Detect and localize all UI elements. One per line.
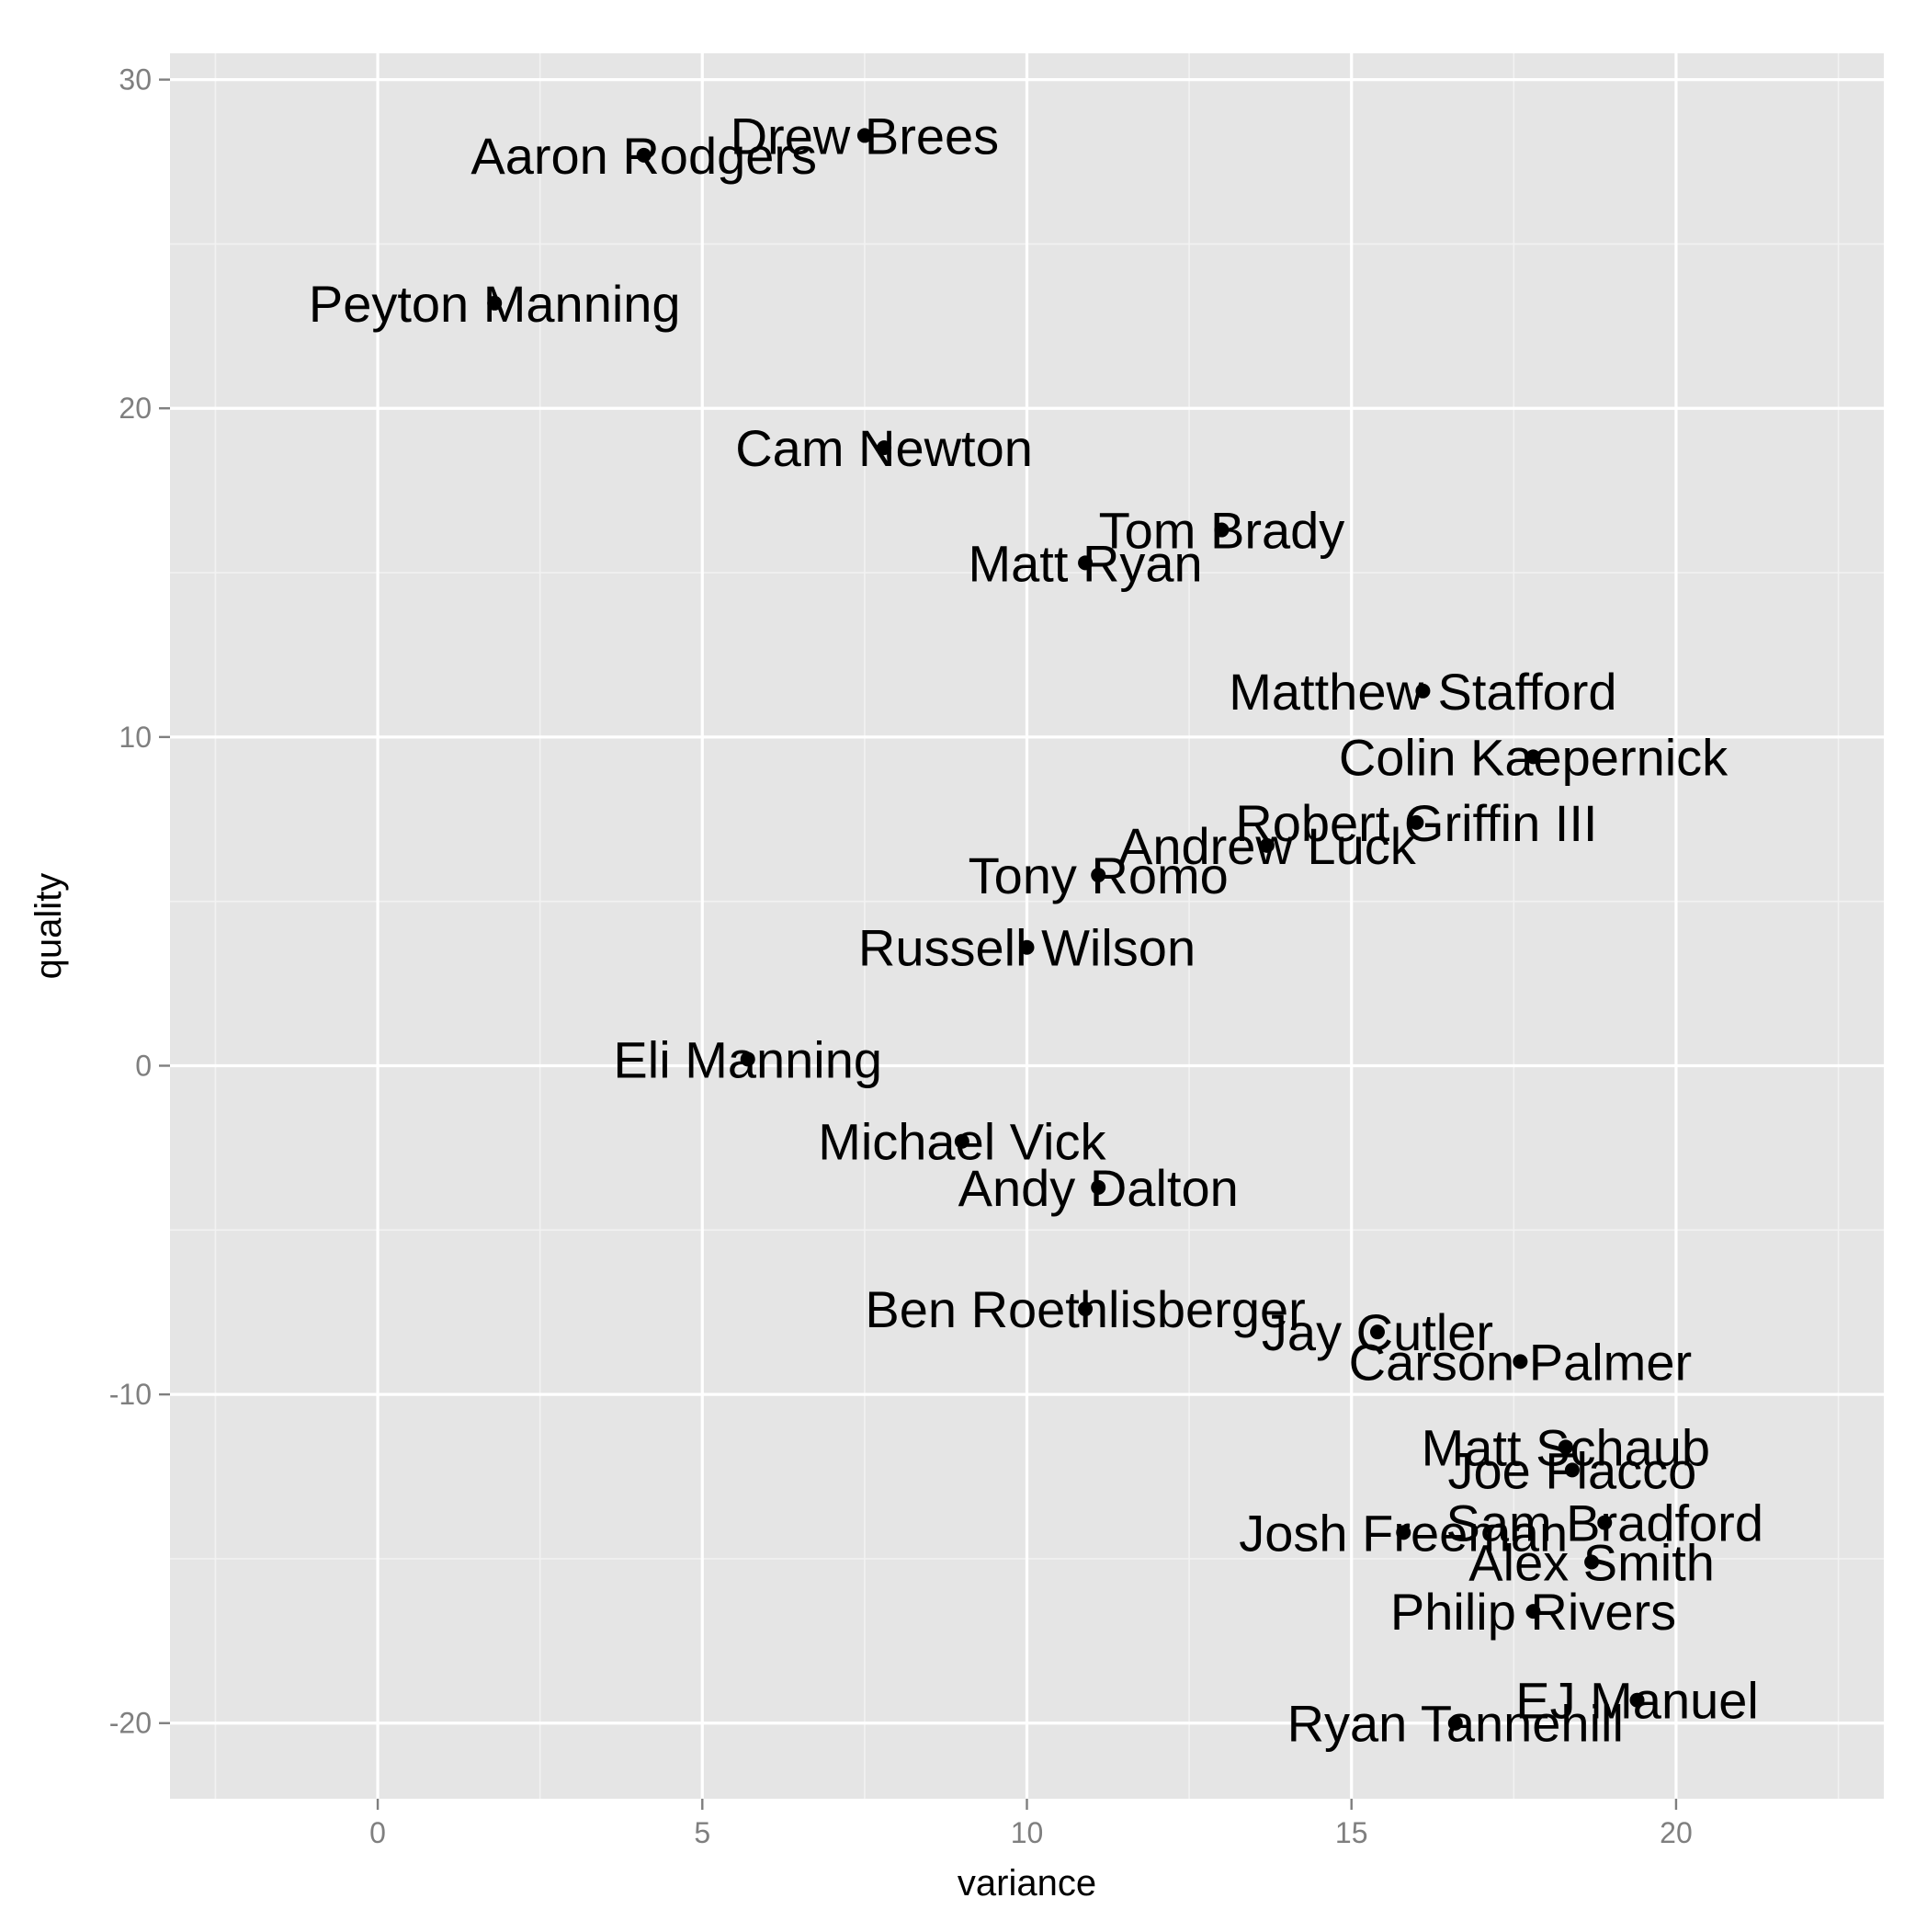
data-label: Joe Flacco	[1448, 1441, 1697, 1499]
data-point	[1513, 1354, 1528, 1369]
data-point	[856, 128, 872, 143]
data-label: Colin Kaepernick	[1339, 728, 1729, 786]
data-point	[1409, 814, 1424, 830]
data-point	[1091, 1179, 1106, 1195]
data-point	[1078, 555, 1094, 571]
axis-tick-labels: 0 5 10 15 20 -20 -10 0 10 20 30	[109, 63, 1693, 1849]
data-label: Michael Vick	[818, 1113, 1106, 1171]
data-point	[1259, 837, 1275, 853]
data-label: Drew Brees	[731, 107, 1000, 165]
data-point	[740, 1051, 755, 1067]
data-point	[1415, 683, 1431, 699]
data-label: Alex Smith	[1468, 1534, 1715, 1592]
data-label: Matthew Stafford	[1229, 663, 1616, 721]
data-point	[1597, 1515, 1613, 1530]
data-label: Ben Roethlisberger	[865, 1280, 1305, 1338]
data-label: Andrew Luck	[1118, 817, 1417, 875]
data-point	[1525, 749, 1541, 765]
data-label: Cam Newton	[735, 419, 1033, 477]
data-label: Matt Ryan	[968, 534, 1202, 592]
data-point	[954, 1133, 969, 1149]
data-label: Tom Brady	[1099, 502, 1345, 560]
data-label: Robert Griffin III	[1235, 794, 1597, 852]
data-label: Aaron Rodgers	[470, 127, 817, 185]
data-label: Jay Cutler	[1262, 1303, 1493, 1361]
data-label: Josh Freeman	[1239, 1504, 1568, 1562]
data-label: Peyton Manning	[309, 275, 681, 333]
data-point	[877, 440, 892, 456]
data-point	[1369, 1324, 1385, 1340]
y-tick-label: 0	[135, 1049, 152, 1082]
y-tick-label: -10	[109, 1378, 152, 1411]
data-point	[1447, 1715, 1463, 1731]
data-point	[1525, 1604, 1541, 1619]
data-label: Carson Palmer	[1349, 1333, 1692, 1391]
x-axis-title: variance	[958, 1863, 1096, 1904]
data-point	[636, 147, 652, 163]
y-tick-label: 10	[119, 721, 152, 754]
major-gridlines	[170, 53, 1884, 1799]
data-label: Tony Romo	[969, 847, 1229, 904]
data-label: Andy Dalton	[958, 1159, 1239, 1217]
data-label: Russell Wilson	[858, 919, 1196, 977]
y-tick-label: 30	[119, 63, 152, 97]
x-tick-label: 5	[694, 1816, 710, 1849]
data-point	[487, 295, 503, 311]
data-point	[1019, 939, 1035, 955]
y-axis-title: quality	[28, 873, 69, 980]
x-tick-label: 15	[1335, 1816, 1368, 1849]
data-point	[1091, 868, 1106, 883]
x-tick-label: 20	[1660, 1816, 1693, 1849]
data-point	[1558, 1439, 1573, 1455]
data-point	[1214, 522, 1230, 538]
y-tick-label: -20	[109, 1707, 152, 1740]
data-point	[1584, 1554, 1600, 1570]
data-label: Ryan Tannehill	[1287, 1695, 1624, 1753]
data-point	[1396, 1525, 1411, 1540]
data-points	[487, 128, 1645, 1731]
axis-ticks	[159, 78, 1678, 1810]
data-label: Sam Bradford	[1445, 1494, 1763, 1552]
x-tick-label: 10	[1011, 1816, 1044, 1849]
data-point	[1564, 1462, 1580, 1478]
data-label: Philip Rivers	[1390, 1583, 1676, 1641]
x-tick-label: 0	[369, 1816, 386, 1849]
data-label: Eli Manning	[613, 1030, 882, 1088]
data-label: Matt Schaub	[1422, 1418, 1710, 1476]
data-point	[1078, 1301, 1094, 1317]
y-tick-label: 20	[119, 392, 152, 425]
data-label: EJ Manuel	[1515, 1672, 1759, 1730]
data-point	[1629, 1692, 1645, 1708]
